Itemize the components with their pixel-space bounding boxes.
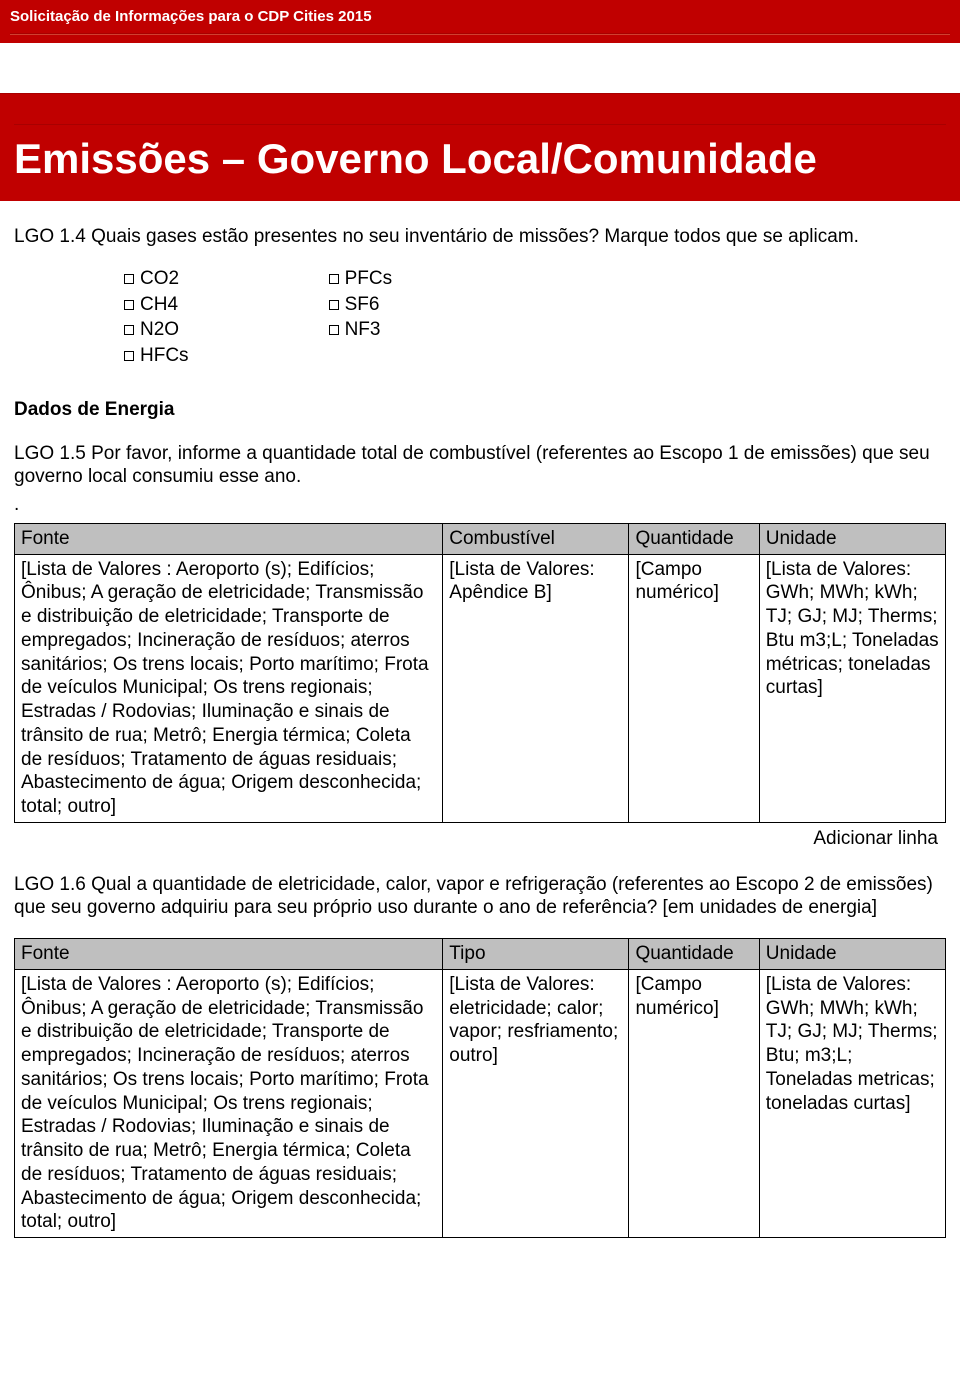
checkbox-label: N2O xyxy=(140,319,179,340)
question-1-5: LGO 1.5 Por favor, informe a quantidade … xyxy=(14,442,946,490)
checkbox-sf6[interactable]: SF6 xyxy=(329,293,393,317)
cell-fonte[interactable]: [Lista de Valores : Aeroporto (s); Edifí… xyxy=(15,554,443,822)
fuel-table: Fonte Combustível Quantidade Unidade [Li… xyxy=(14,523,946,823)
cell-combustivel[interactable]: [Lista de Valores: Apêndice B] xyxy=(443,554,629,822)
page-title-block: Emissões – Governo Local/Comunidade xyxy=(0,93,960,201)
gas-checkbox-group: CO2 CH4 N2O HFCs PFCs SF6 NF3 xyxy=(124,267,946,370)
content-area: LGO 1.4 Quais gases estão presentes no s… xyxy=(0,201,960,1248)
th-unidade: Unidade xyxy=(759,939,945,970)
table-row: [Lista de Valores : Aeroporto (s); Edifí… xyxy=(15,554,946,822)
th-unidade: Unidade xyxy=(759,523,945,554)
th-combustivel: Combustível xyxy=(443,523,629,554)
title-block-rule xyxy=(14,124,946,125)
energy-section-heading: Dados de Energia xyxy=(14,398,946,422)
add-row-link[interactable]: Adicionar linha xyxy=(14,827,938,851)
table-header-row: Fonte Combustível Quantidade Unidade xyxy=(15,523,946,554)
cell-tipo[interactable]: [Lista de Valores: eletricidade; calor; … xyxy=(443,969,629,1237)
header-divider xyxy=(10,33,950,35)
gas-col-2: PFCs SF6 NF3 xyxy=(329,267,393,370)
question-1-4: LGO 1.4 Quais gases estão presentes no s… xyxy=(14,225,946,249)
checkbox-ch4[interactable]: CH4 xyxy=(124,293,189,317)
checkbox-hfcs[interactable]: HFCs xyxy=(124,344,189,368)
th-quantidade: Quantidade xyxy=(629,523,759,554)
checkbox-label: HFCs xyxy=(140,345,189,366)
electricity-table: Fonte Tipo Quantidade Unidade [Lista de … xyxy=(14,938,946,1238)
checkbox-label: PFCs xyxy=(345,268,393,289)
cell-quantidade[interactable]: [Campo numérico] xyxy=(629,554,759,822)
gas-col-1: CO2 CH4 N2O HFCs xyxy=(124,267,189,370)
checkbox-icon xyxy=(329,300,339,310)
checkbox-n2o[interactable]: N2O xyxy=(124,318,189,342)
checkbox-icon xyxy=(124,325,134,335)
checkbox-label: SF6 xyxy=(345,294,380,315)
doc-header-title: Solicitação de Informações para o CDP Ci… xyxy=(10,8,372,25)
checkbox-icon xyxy=(124,274,134,284)
checkbox-nf3[interactable]: NF3 xyxy=(329,318,393,342)
cell-unidade[interactable]: [Lista de Valores: GWh; MWh; kWh; TJ; GJ… xyxy=(759,554,945,822)
checkbox-co2[interactable]: CO2 xyxy=(124,267,189,291)
th-quantidade: Quantidade xyxy=(629,939,759,970)
dot-line: . xyxy=(14,493,946,517)
checkbox-label: NF3 xyxy=(345,319,381,340)
cell-unidade[interactable]: [Lista de Valores: GWh; MWh; kWh; TJ; GJ… xyxy=(759,969,945,1237)
cell-fonte[interactable]: [Lista de Valores : Aeroporto (s); Edifí… xyxy=(15,969,443,1237)
checkbox-icon xyxy=(329,274,339,284)
checkbox-label: CO2 xyxy=(140,268,179,289)
th-fonte: Fonte xyxy=(15,523,443,554)
checkbox-pfcs[interactable]: PFCs xyxy=(329,267,393,291)
table-header-row: Fonte Tipo Quantidade Unidade xyxy=(15,939,946,970)
question-1-6: LGO 1.6 Qual a quantidade de eletricidad… xyxy=(14,873,946,921)
table-row: [Lista de Valores : Aeroporto (s); Edifí… xyxy=(15,969,946,1237)
cell-quantidade[interactable]: [Campo numérico] xyxy=(629,969,759,1237)
page-title: Emissões – Governo Local/Comunidade xyxy=(14,135,946,183)
checkbox-icon xyxy=(124,351,134,361)
th-fonte: Fonte xyxy=(15,939,443,970)
th-tipo: Tipo xyxy=(443,939,629,970)
checkbox-icon xyxy=(329,325,339,335)
checkbox-label: CH4 xyxy=(140,294,178,315)
checkbox-icon xyxy=(124,300,134,310)
doc-header: Solicitação de Informações para o CDP Ci… xyxy=(0,0,960,43)
